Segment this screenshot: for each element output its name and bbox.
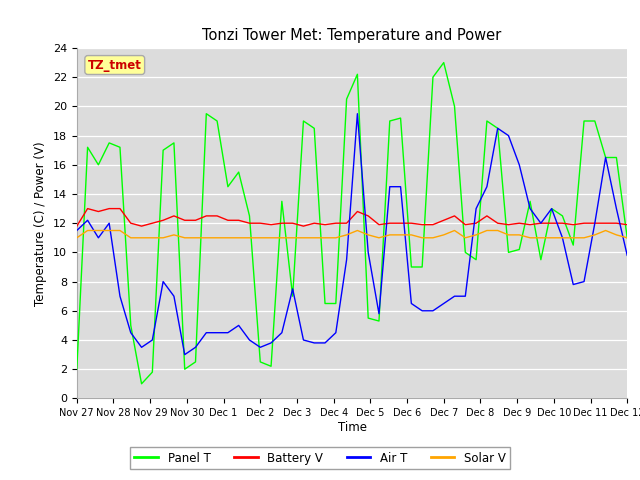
Title: Tonzi Tower Met: Temperature and Power: Tonzi Tower Met: Temperature and Power (202, 28, 502, 43)
X-axis label: Time: Time (337, 421, 367, 434)
Y-axis label: Temperature (C) / Power (V): Temperature (C) / Power (V) (35, 141, 47, 305)
Legend: Panel T, Battery V, Air T, Solar V: Panel T, Battery V, Air T, Solar V (130, 447, 510, 469)
Text: TZ_tmet: TZ_tmet (88, 59, 141, 72)
